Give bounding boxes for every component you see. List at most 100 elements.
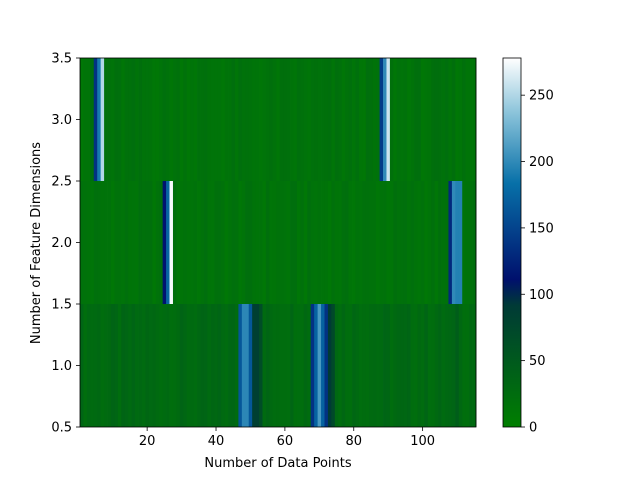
heatmap-cell — [300, 58, 305, 181]
heatmap-cell — [383, 181, 387, 304]
heatmap-cell — [183, 304, 188, 427]
heatmap-cell — [451, 58, 456, 181]
heatmap-cell — [300, 181, 305, 304]
heatmap-cell — [121, 58, 126, 181]
y-tick-label: 3.5 — [51, 52, 72, 67]
heatmap-cell — [80, 58, 84, 181]
heatmap-cell — [121, 181, 126, 304]
heatmap-cell — [424, 304, 429, 427]
heatmap-cell — [138, 181, 143, 304]
heatmap-cell — [296, 304, 301, 427]
heatmap-cell — [352, 58, 356, 181]
heatmap-cell — [448, 58, 453, 181]
heatmap-cell — [376, 181, 380, 304]
heatmap-cell — [162, 58, 167, 181]
heatmap-cell — [148, 58, 153, 181]
heatmap-cell — [310, 181, 315, 304]
heatmap-cell — [107, 304, 112, 427]
heatmap-cell — [369, 304, 374, 427]
heatmap-cell — [114, 181, 119, 304]
heatmap-cell — [407, 58, 411, 181]
heatmap-cell — [155, 181, 160, 304]
heatmap-cell — [86, 304, 91, 427]
heatmap-cell — [327, 181, 332, 304]
heatmap-cell — [186, 304, 191, 427]
heatmap-cell — [93, 58, 98, 181]
heatmap-cell — [472, 304, 477, 427]
heatmap-cell — [83, 304, 88, 427]
heatmap-cell — [365, 181, 370, 304]
x-tick-label: 80 — [345, 434, 362, 449]
heatmap-cell — [269, 58, 274, 181]
heatmap-cell — [400, 181, 405, 304]
heatmap-cell — [358, 304, 363, 427]
heatmap-cell — [269, 181, 274, 304]
heatmap-cell — [396, 58, 401, 181]
heatmap-cell — [438, 181, 442, 304]
x-tick-label: 40 — [208, 434, 225, 449]
heatmap-cell — [135, 58, 139, 181]
heatmap-cell — [97, 304, 102, 427]
heatmap-cell — [314, 181, 318, 304]
heatmap-cell — [345, 181, 349, 304]
heatmap-cell — [327, 58, 332, 181]
heatmap-cell — [100, 181, 105, 304]
heatmap-cell — [159, 181, 164, 304]
heatmap-cell — [469, 304, 473, 427]
heatmap-cell — [424, 58, 429, 181]
heatmap-cell — [455, 58, 460, 181]
heatmap-cell — [307, 181, 312, 304]
heatmap-cell — [358, 58, 363, 181]
heatmap-cell — [331, 58, 336, 181]
heatmap-cell — [203, 58, 208, 181]
heatmap-cell — [365, 58, 370, 181]
heatmap-cell — [131, 58, 136, 181]
heatmap-cell — [389, 304, 394, 427]
heatmap-cell — [248, 58, 253, 181]
heatmap-cell — [441, 304, 446, 427]
heatmap-cell — [221, 304, 226, 427]
colorbar-tick-label: 150 — [529, 221, 554, 236]
heatmap-cell — [214, 58, 219, 181]
heatmap-cell — [245, 181, 250, 304]
heatmap-cell — [414, 304, 418, 427]
heatmap-cell — [317, 304, 322, 427]
heatmap-cell — [324, 181, 329, 304]
heatmap-cell — [472, 181, 477, 304]
heatmap-cell — [104, 58, 108, 181]
heatmap-cell — [155, 304, 160, 427]
heatmap-cell — [355, 181, 360, 304]
y-tick-label: 3.0 — [51, 113, 72, 128]
heatmap-cell — [224, 58, 229, 181]
heatmap-cell — [279, 304, 284, 427]
heatmap-cell — [379, 58, 384, 181]
heatmap-cell — [434, 58, 439, 181]
heatmap-cell — [169, 304, 174, 427]
heatmap-cell — [362, 58, 367, 181]
x-tick-label: 20 — [139, 434, 156, 449]
heatmap-cell — [221, 181, 226, 304]
heatmap-cell — [303, 304, 308, 427]
heatmap-cell — [252, 181, 257, 304]
heatmap-cell — [193, 181, 198, 304]
heatmap-cell — [420, 181, 425, 304]
heatmap-cell — [283, 181, 288, 304]
heatmap-cell — [224, 304, 229, 427]
heatmap-cell — [262, 181, 267, 304]
heatmap-cell — [93, 304, 98, 427]
heatmap-cell — [166, 181, 170, 304]
heatmap-cell — [141, 181, 146, 304]
heatmap-cell — [138, 58, 143, 181]
heatmap-cell — [362, 304, 367, 427]
x-axis-label: Number of Data Points — [204, 456, 351, 471]
heatmap-cell — [200, 181, 205, 304]
heatmap-cell — [303, 58, 308, 181]
heatmap-cell — [286, 58, 291, 181]
heatmap-cell — [148, 304, 153, 427]
heatmap-cell — [214, 304, 219, 427]
heatmap-cell — [403, 58, 408, 181]
heatmap-cell — [458, 58, 463, 181]
heatmap-cell — [327, 304, 332, 427]
heatmap-cell — [283, 304, 288, 427]
heatmap-cell — [379, 181, 384, 304]
